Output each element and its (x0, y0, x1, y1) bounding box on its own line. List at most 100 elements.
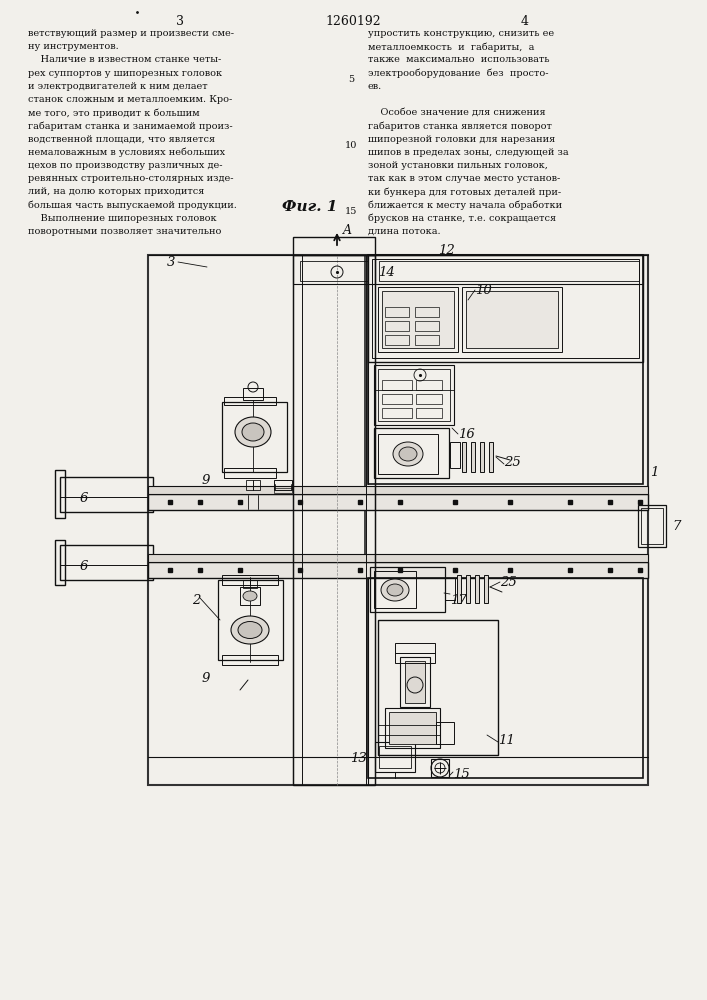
Bar (148, 562, 648, 578)
Text: ближается к месту начала обработки: ближается к месту начала обработки (368, 201, 562, 210)
Bar (385, 708, 440, 748)
Text: 17: 17 (450, 593, 467, 606)
Bar (638, 505, 666, 547)
Text: 15: 15 (345, 207, 357, 216)
Bar (55, 540, 65, 585)
Bar (302, 255, 366, 785)
Bar (471, 442, 475, 472)
Text: 11: 11 (498, 734, 515, 746)
Text: 3: 3 (176, 15, 184, 28)
Text: 10: 10 (345, 141, 357, 150)
Text: 25: 25 (504, 456, 521, 468)
Bar (293, 255, 375, 284)
Text: металлоемкость  и  габариты,  а: металлоемкость и габариты, а (368, 42, 534, 52)
Bar (240, 587, 260, 605)
Bar (382, 291, 454, 348)
Bar (55, 470, 65, 518)
Text: зоной установки пильных головок,: зоной установки пильных головок, (368, 161, 548, 170)
Bar (274, 480, 292, 490)
Text: 5: 5 (348, 75, 354, 84)
Text: и электродвигателей к ним делает: и электродвигателей к ним делает (28, 82, 208, 91)
Ellipse shape (243, 591, 257, 601)
Bar (385, 335, 409, 345)
Bar (445, 578, 455, 600)
Ellipse shape (381, 579, 409, 601)
Ellipse shape (231, 616, 269, 644)
Bar (415, 307, 439, 317)
Bar (382, 408, 412, 418)
Bar (466, 291, 558, 348)
Bar (379, 746, 411, 768)
Bar (368, 255, 643, 484)
Bar (385, 307, 409, 317)
Text: 25: 25 (500, 576, 517, 588)
Text: водственной площади, что является: водственной площади, что является (28, 135, 215, 144)
Ellipse shape (387, 584, 403, 596)
Text: 12: 12 (438, 243, 455, 256)
Text: ме того, это приводит к большим: ме того, это приводит к большим (28, 108, 199, 118)
Text: немаловажным в условиях небольших: немаловажным в условиях небольших (28, 148, 225, 157)
Text: 1260192: 1260192 (325, 15, 381, 28)
Text: станок сложным и металлоемким. Кро-: станок сложным и металлоемким. Кро- (28, 95, 233, 104)
Bar (379, 261, 639, 281)
Text: 10: 10 (475, 284, 492, 296)
Text: 14: 14 (378, 265, 395, 278)
Bar (293, 255, 375, 785)
Text: Наличие в известном станке четы-: Наличие в известном станке четы- (28, 55, 221, 64)
Bar (641, 508, 663, 544)
Text: ревянных строительно-столярных изде-: ревянных строительно-столярных изде- (28, 174, 233, 183)
Bar (222, 655, 278, 665)
Bar (243, 388, 263, 400)
Text: 7: 7 (672, 520, 680, 534)
Text: длина потока.: длина потока. (368, 227, 440, 236)
Bar (416, 394, 442, 404)
Bar (378, 620, 498, 755)
Bar (368, 578, 643, 778)
Bar (374, 428, 449, 478)
Bar (462, 287, 562, 352)
Bar (375, 255, 643, 284)
Text: цехов по производству различных де-: цехов по производству различных де- (28, 161, 223, 170)
Bar (148, 494, 648, 510)
Text: 6: 6 (80, 560, 88, 572)
Bar (246, 480, 260, 490)
Bar (385, 321, 409, 331)
Bar (389, 712, 436, 744)
Bar (368, 255, 643, 362)
Bar (378, 434, 438, 474)
Bar (218, 580, 283, 660)
Text: ну инструментов.: ну инструментов. (28, 42, 119, 51)
Text: рех суппортов у шипорезных головок: рех суппортов у шипорезных головок (28, 69, 222, 78)
Text: ев.: ев. (368, 82, 382, 91)
Text: большая часть выпускаемой продукции.: большая часть выпускаемой продукции. (28, 201, 237, 210)
Text: 4: 4 (521, 15, 529, 28)
Bar (416, 408, 442, 418)
Bar (370, 567, 445, 612)
Bar (431, 759, 449, 777)
Text: поворотными позволяет значительно: поворотными позволяет значительно (28, 227, 221, 236)
Bar (148, 255, 648, 785)
Ellipse shape (242, 423, 264, 441)
Bar (462, 442, 466, 472)
Text: также  максимально  использовать: также максимально использовать (368, 55, 549, 64)
Bar (395, 643, 435, 653)
Bar (436, 722, 454, 744)
Bar (300, 261, 368, 281)
Bar (222, 402, 287, 472)
Bar (480, 442, 484, 472)
Text: 13: 13 (350, 752, 367, 764)
Text: A: A (343, 225, 352, 237)
Text: ветствующий размер и произвести сме-: ветствующий размер и произвести сме- (28, 29, 234, 38)
Bar (450, 442, 460, 468)
Bar (293, 237, 375, 255)
Text: 16: 16 (458, 428, 474, 440)
Bar (372, 259, 639, 358)
Ellipse shape (235, 417, 271, 447)
Bar (378, 369, 450, 421)
Text: 1: 1 (650, 466, 658, 479)
Text: электрооборудование  без  просто-: электрооборудование без просто- (368, 69, 549, 78)
Text: Особое значение для снижения: Особое значение для снижения (368, 108, 546, 117)
Ellipse shape (238, 621, 262, 639)
Bar (224, 397, 276, 405)
Bar (395, 653, 435, 663)
